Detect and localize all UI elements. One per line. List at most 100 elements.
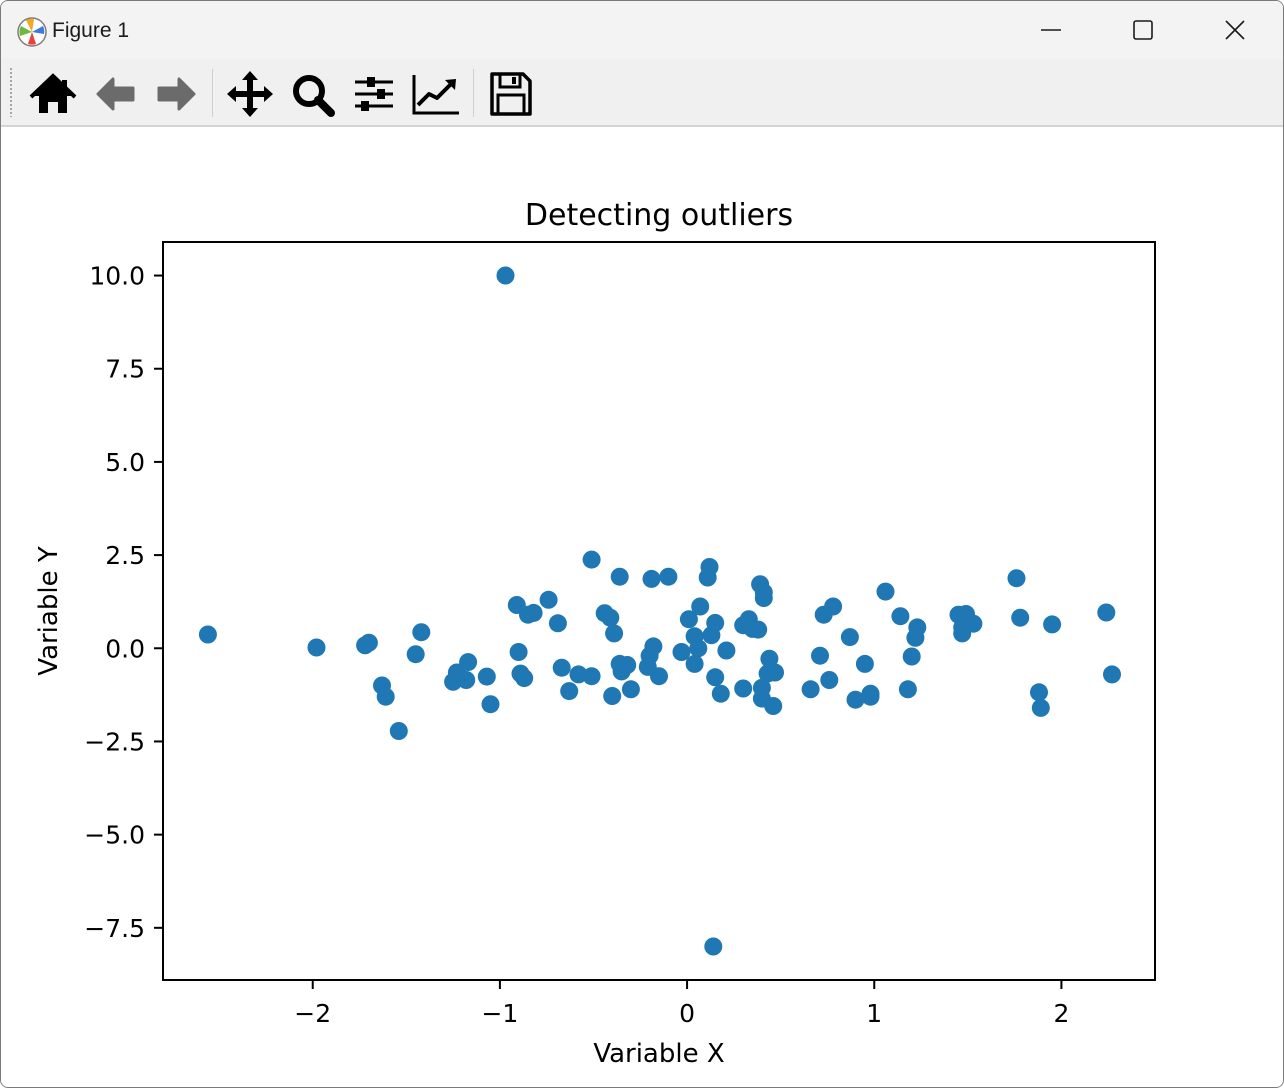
edit-axes-icon (412, 75, 459, 115)
save-button[interactable] (483, 67, 537, 121)
zoom-icon (293, 75, 335, 117)
data-point (861, 687, 880, 706)
data-point (644, 637, 663, 656)
data-point (376, 687, 395, 706)
home-icon (29, 73, 77, 113)
data-point (717, 641, 736, 660)
data-point (524, 603, 543, 622)
data-point (389, 722, 408, 740)
data-point (734, 679, 753, 698)
chart-title: Detecting outliers (525, 198, 793, 233)
data-point (459, 653, 478, 672)
data-point (1007, 569, 1026, 588)
zoom-button[interactable] (285, 67, 339, 121)
data-point (477, 667, 496, 686)
data-point (754, 583, 773, 602)
data-point (650, 667, 668, 686)
data-point (412, 623, 431, 642)
data-point (552, 658, 571, 677)
x-tick-label: 1 (866, 999, 882, 1028)
data-point (1097, 603, 1116, 622)
minimize-icon (1041, 29, 1061, 31)
data-point (764, 697, 783, 715)
data-point (964, 614, 983, 633)
data-point (1043, 615, 1062, 634)
x-tick-label: −1 (481, 999, 518, 1028)
back-button[interactable] (89, 67, 143, 121)
data-point (700, 558, 719, 576)
data-point (752, 678, 771, 697)
data-point (659, 567, 678, 586)
data-point (560, 682, 579, 701)
window-title: Figure 1 (52, 19, 130, 42)
data-point (902, 647, 921, 666)
y-tick-label: 5.0 (105, 448, 145, 477)
data-point (515, 669, 534, 688)
x-axis-ticks: −2 −1 0 1 2 (294, 980, 1069, 1028)
data-point (840, 628, 859, 647)
data-point (582, 667, 601, 686)
data-point (689, 639, 708, 658)
data-point (457, 671, 476, 689)
forward-button[interactable] (149, 67, 203, 121)
data-points (198, 266, 1121, 956)
save-icon (490, 72, 532, 116)
x-axis-label: Variable X (593, 1039, 724, 1069)
data-point (359, 633, 378, 652)
y-tick-label: −2.5 (84, 727, 145, 756)
axes-frame (162, 241, 1156, 981)
data-point (481, 695, 500, 714)
data-point (898, 680, 917, 699)
edit-axes-button[interactable] (409, 67, 463, 121)
y-tick-label: 7.5 (105, 355, 145, 384)
y-axis-ticks: 10.0 7.5 5.0 2.5 0.0 −2.5 −5.0 −7.5 (84, 262, 163, 943)
data-point (766, 663, 784, 682)
data-point (685, 654, 704, 673)
toolbar-separator (473, 69, 474, 117)
data-point (496, 266, 515, 285)
title-bar[interactable]: Figure 1 (1, 1, 1283, 59)
data-point (618, 656, 637, 674)
data-point (307, 638, 326, 657)
close-icon (1225, 20, 1245, 40)
data-point (548, 614, 567, 633)
y-tick-label: 0.0 (105, 634, 145, 663)
y-tick-label: −7.5 (84, 914, 145, 943)
data-point (621, 680, 640, 699)
data-point (706, 613, 725, 632)
y-tick-label: −5.0 (84, 821, 145, 850)
maximize-button[interactable] (1097, 1, 1189, 59)
data-point (679, 610, 698, 629)
data-point (1031, 698, 1050, 717)
data-point (198, 625, 217, 644)
x-tick-label: 0 (679, 999, 695, 1028)
x-tick-label: 2 (1053, 999, 1069, 1028)
close-button[interactable] (1189, 1, 1281, 59)
data-point (1030, 683, 1048, 702)
data-point (846, 690, 865, 709)
subplots-config-button[interactable] (347, 67, 401, 121)
navigation-toolbar (1, 59, 1283, 127)
toolbar-separator (212, 69, 213, 117)
data-point (811, 646, 829, 665)
data-point (711, 684, 730, 703)
data-point (603, 687, 622, 705)
minimize-button[interactable] (1005, 1, 1097, 59)
data-point (820, 671, 839, 689)
matplotlib-logo-icon (17, 17, 47, 47)
pan-icon (227, 71, 273, 117)
pan-button[interactable] (223, 67, 277, 121)
data-point (539, 590, 558, 609)
data-point (691, 597, 710, 616)
data-point (1103, 665, 1121, 684)
data-point (605, 624, 624, 643)
home-button[interactable] (27, 67, 81, 121)
data-point (876, 582, 895, 601)
figure-canvas[interactable]: Detecting outliers −2 −1 0 1 2 1 0.0 7.5 5.0 2.5… (1, 127, 1283, 1087)
data-point (406, 645, 425, 664)
scatter-plot: Detecting outliers −2 −1 0 1 2 1 0.0 7.5 5.0 2.5… (34, 198, 1156, 1069)
toolbar-grip[interactable] (9, 67, 13, 117)
data-point (760, 649, 779, 668)
y-tick-label: 2.5 (105, 541, 145, 570)
x-tick-label: −2 (294, 999, 331, 1028)
